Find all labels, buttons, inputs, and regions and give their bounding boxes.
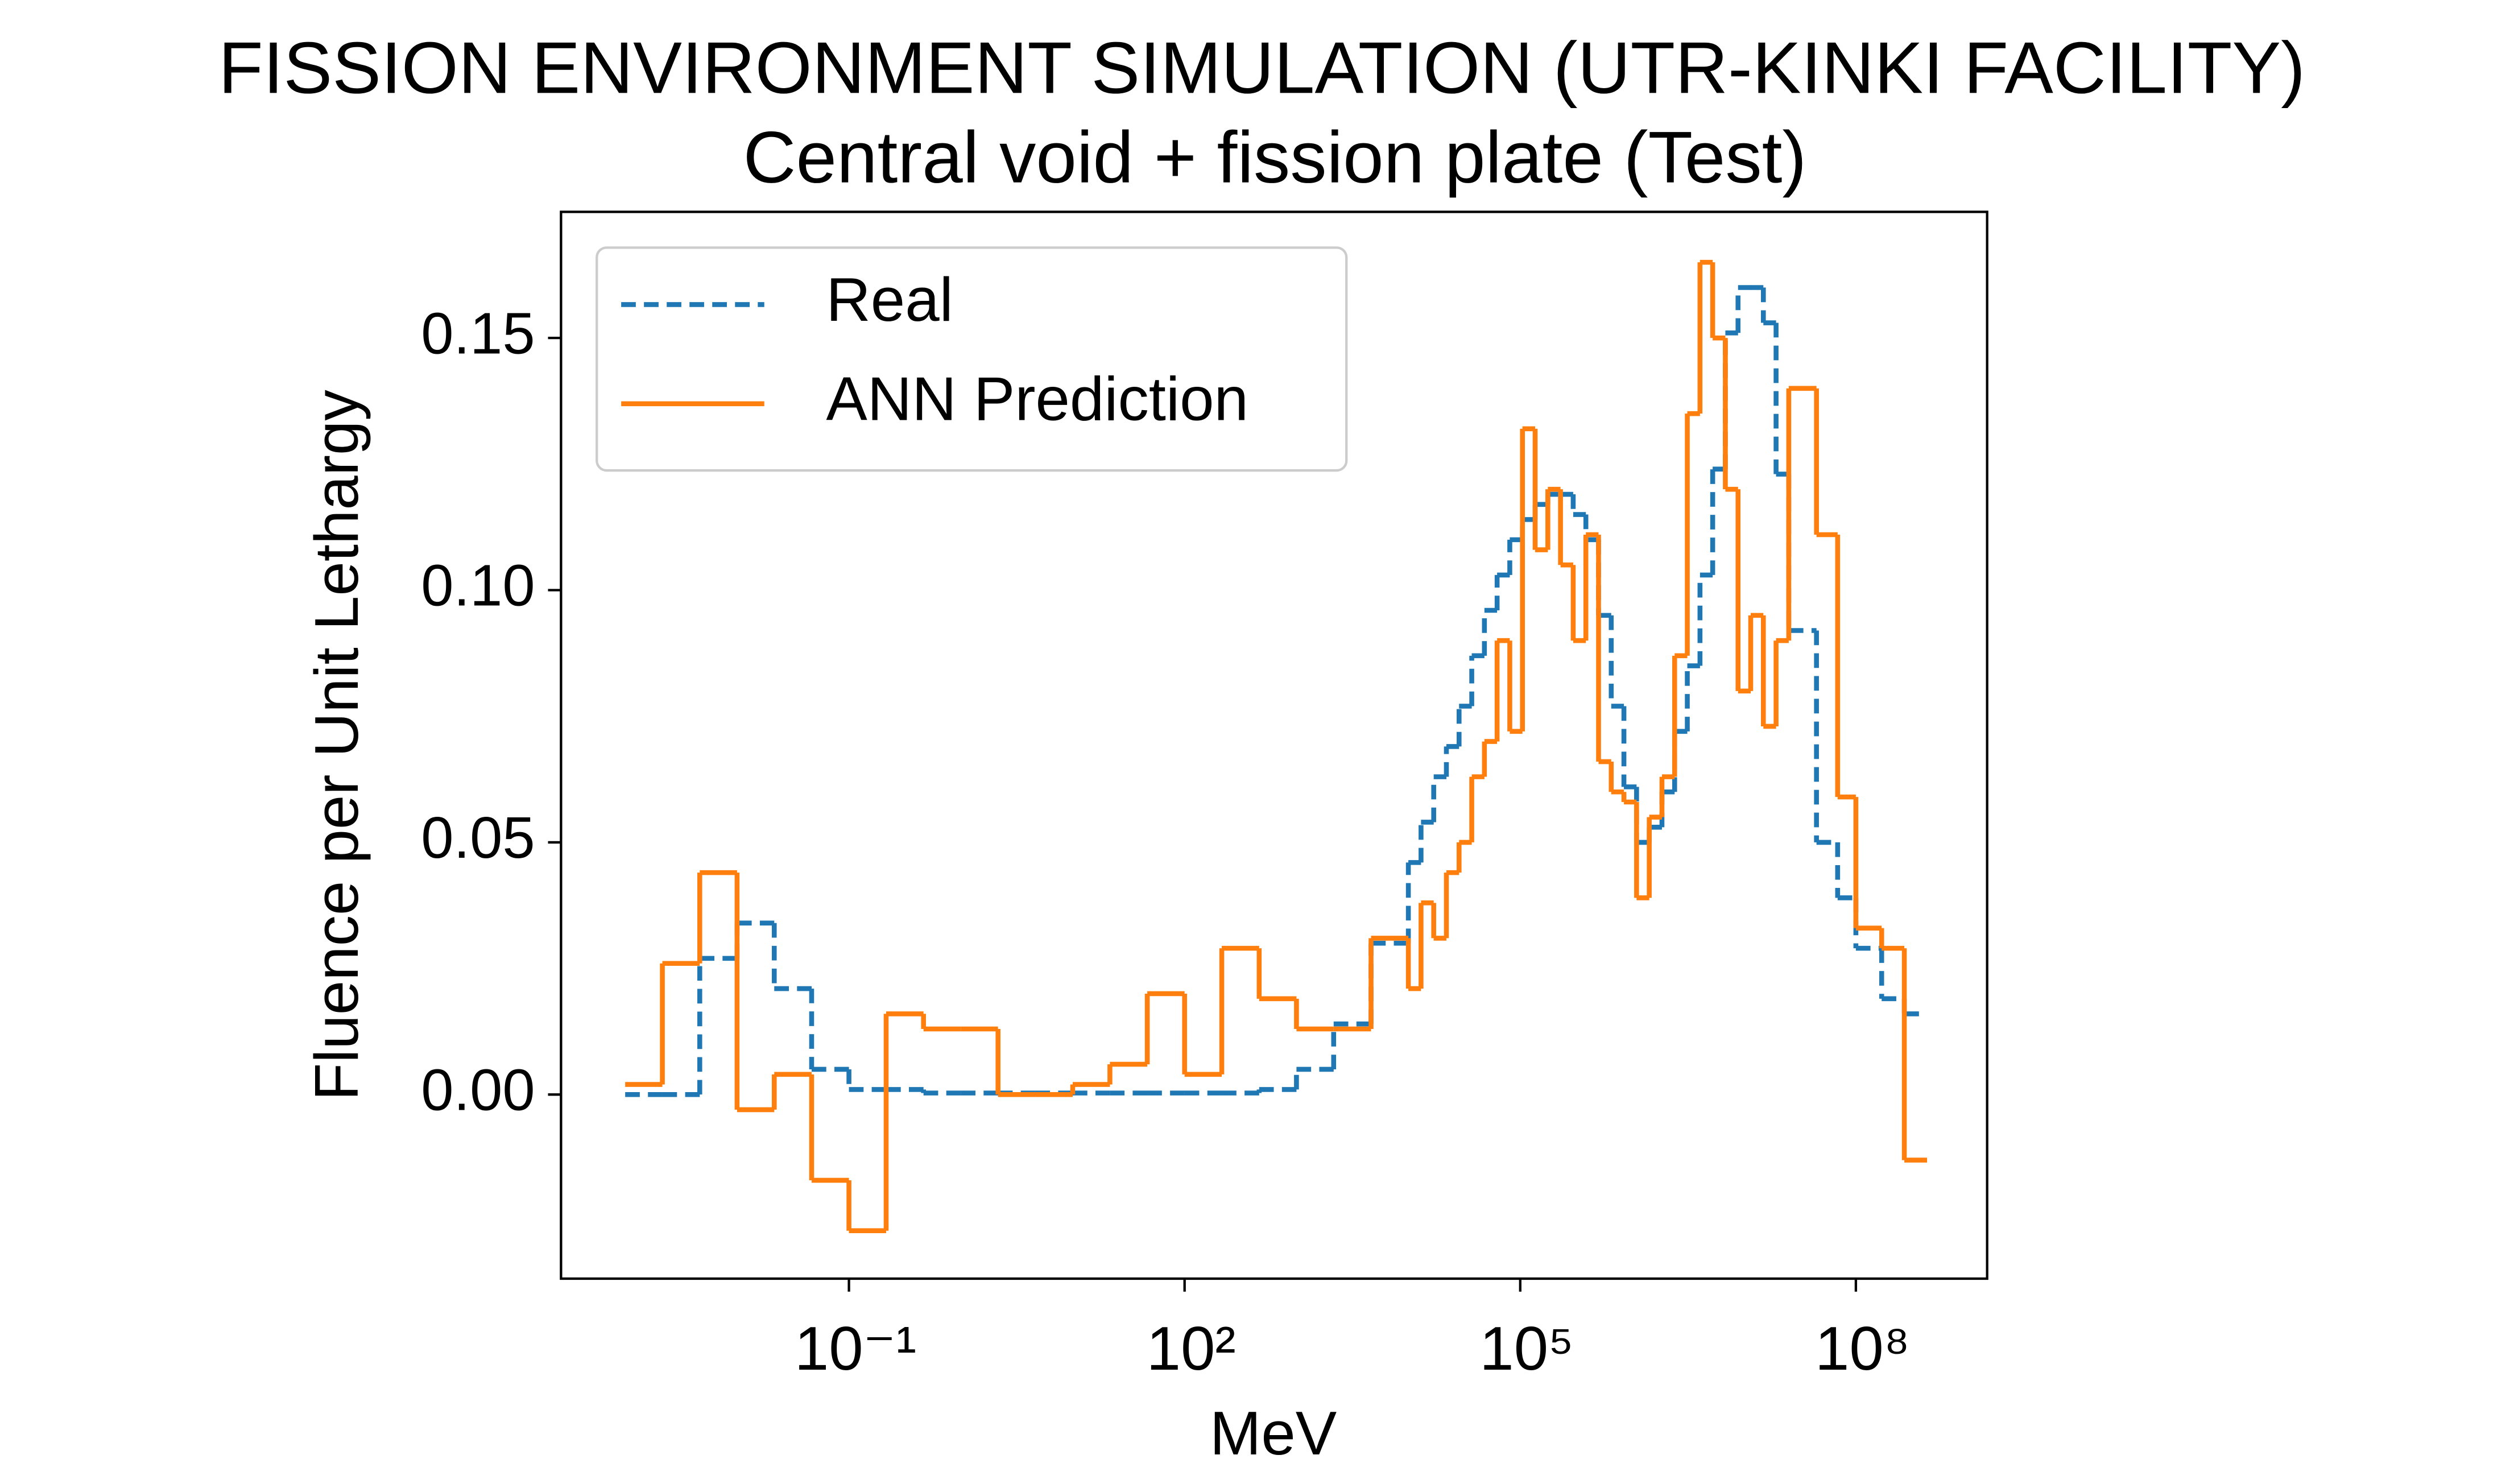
x-tick-label: 10⁵ xyxy=(1479,1314,1574,1383)
plot-frame xyxy=(560,210,1988,1280)
legend-label: Real xyxy=(826,266,953,334)
chart-title: FISSION ENVIRONMENT SIMULATION (UTR-KINK… xyxy=(218,27,2305,109)
y-tick-label: 0.15 xyxy=(421,300,535,366)
y-tick-label: 0.00 xyxy=(421,1057,535,1122)
x-axis-label: MeV xyxy=(1210,1399,1337,1468)
x-tick-label: 10² xyxy=(1147,1314,1236,1383)
y-axis-label: Fluence per Unit Lethargy xyxy=(303,390,371,1101)
y-tick-label: 0.10 xyxy=(421,553,535,618)
series xyxy=(625,259,1928,1234)
legend-box xyxy=(596,246,1348,472)
y-tick-label: 0.05 xyxy=(421,805,535,870)
x-tick-label: 10⁸ xyxy=(1815,1314,1910,1383)
series xyxy=(625,285,1928,1097)
x-tick-label: 10⁻¹ xyxy=(795,1314,916,1383)
chart-subtitle: Central void + fission plate (Test) xyxy=(743,117,1807,199)
legend-label: ANN Prediction xyxy=(826,365,1248,434)
